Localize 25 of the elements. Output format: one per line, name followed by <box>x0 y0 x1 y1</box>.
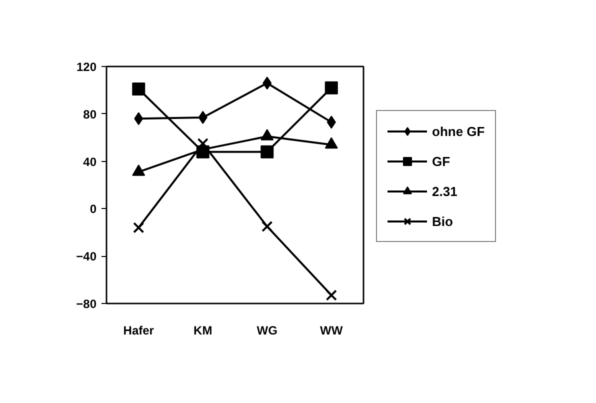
y-tick-label: −80 <box>76 297 97 311</box>
x-tick-label: WW <box>320 324 344 338</box>
x-tick-label: Hafer <box>123 324 154 338</box>
point <box>133 222 144 234</box>
y-tick-label: 120 <box>76 60 97 74</box>
point <box>132 82 146 96</box>
point <box>326 290 337 301</box>
legend-label: ohne GF <box>432 124 485 138</box>
point <box>324 81 338 94</box>
point <box>262 220 273 232</box>
point <box>326 116 336 129</box>
y-tick-label: 40 <box>83 154 97 169</box>
point <box>260 145 274 158</box>
point <box>196 145 210 158</box>
legend-label: 2.31 <box>432 184 458 198</box>
y-tick-label: 80 <box>83 107 97 122</box>
y-tick-label: −40 <box>76 250 97 264</box>
point <box>262 76 272 90</box>
legend-label: GF <box>432 154 452 168</box>
x-tick-label: WG <box>256 324 278 338</box>
legend-label: Bio <box>432 214 453 228</box>
x-tick-label: KM <box>194 324 212 338</box>
y-tick-label: 0 <box>90 202 97 216</box>
point <box>198 110 208 124</box>
point <box>134 112 144 126</box>
